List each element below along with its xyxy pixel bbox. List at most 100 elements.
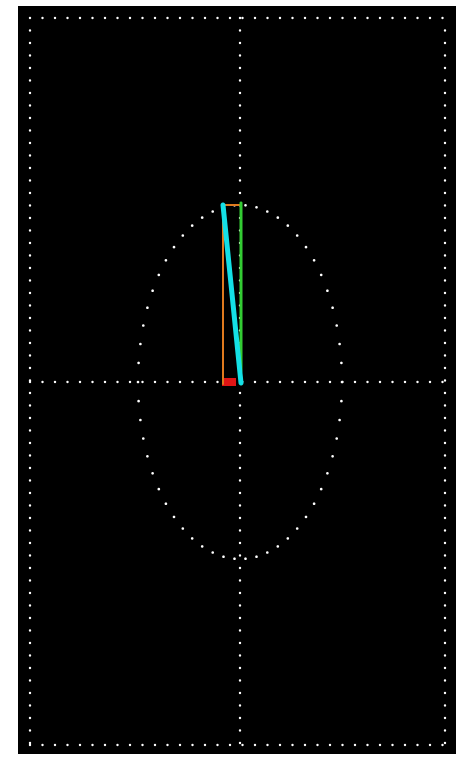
axis-dot bbox=[153, 380, 157, 384]
border-dot bbox=[341, 16, 344, 20]
border-dot bbox=[443, 191, 447, 195]
border-dot bbox=[28, 604, 32, 607]
axis-dot bbox=[378, 380, 382, 384]
border-dot bbox=[28, 116, 32, 120]
border-dot bbox=[128, 743, 132, 747]
border-dot bbox=[28, 404, 32, 407]
border-dot bbox=[191, 743, 194, 747]
axis-dot bbox=[238, 91, 242, 95]
axis-dot bbox=[238, 729, 242, 732]
border-dot bbox=[28, 154, 32, 157]
ellipse-dot bbox=[276, 216, 280, 219]
border-dot bbox=[278, 16, 282, 20]
border-dot bbox=[443, 216, 447, 220]
border-dot bbox=[28, 516, 32, 520]
border-dot bbox=[28, 716, 32, 720]
border-dot bbox=[116, 743, 119, 747]
border-dot bbox=[178, 16, 182, 20]
axis-dot bbox=[166, 380, 169, 384]
border-dot bbox=[28, 279, 32, 282]
border-dot bbox=[391, 16, 394, 20]
axis-dot bbox=[391, 380, 394, 384]
border-dot bbox=[253, 743, 257, 747]
border-dot bbox=[28, 329, 32, 332]
border-dot bbox=[443, 704, 447, 707]
border-dot bbox=[443, 516, 447, 520]
border-dot bbox=[443, 379, 447, 382]
axis-dot bbox=[238, 641, 242, 645]
border-dot bbox=[443, 41, 447, 45]
border-dot bbox=[366, 16, 369, 20]
border-dot bbox=[178, 743, 182, 747]
ellipse-dot bbox=[172, 515, 176, 519]
axis-dot bbox=[141, 380, 144, 384]
axis-dot bbox=[28, 380, 32, 384]
border-dot bbox=[403, 16, 407, 20]
axis-dot bbox=[238, 479, 242, 482]
axis-dot bbox=[328, 380, 332, 384]
ellipse-dot bbox=[331, 455, 334, 458]
border-dot bbox=[116, 16, 119, 20]
ellipse-dot bbox=[222, 555, 225, 558]
border-dot bbox=[443, 466, 447, 470]
border-dot bbox=[278, 743, 282, 747]
axis-dot bbox=[291, 380, 294, 384]
border-dot bbox=[166, 16, 169, 20]
axis-dot bbox=[238, 716, 242, 720]
axis-dot bbox=[238, 691, 242, 695]
border-dot bbox=[103, 16, 107, 20]
border-dot bbox=[28, 591, 32, 595]
axis-dot bbox=[238, 516, 242, 520]
ellipse-dot bbox=[172, 245, 176, 249]
border-dot bbox=[443, 116, 447, 120]
border-dot bbox=[443, 266, 447, 270]
ellipse-dot bbox=[190, 537, 194, 540]
border-dot bbox=[28, 541, 32, 545]
border-dot bbox=[28, 216, 32, 220]
axis-dot bbox=[216, 380, 219, 384]
axis-dot bbox=[238, 66, 242, 70]
border-dot bbox=[53, 743, 57, 747]
axis-dot bbox=[253, 380, 257, 384]
border-dot bbox=[28, 691, 32, 695]
axis-dot bbox=[238, 591, 242, 595]
border-dot bbox=[341, 743, 344, 747]
border-dot bbox=[416, 16, 419, 20]
border-dot bbox=[443, 404, 447, 407]
border-dot bbox=[443, 91, 447, 95]
axis-dot bbox=[238, 191, 242, 195]
border-dot bbox=[28, 229, 32, 232]
axis-dot bbox=[238, 529, 242, 532]
border-dot bbox=[216, 743, 219, 747]
axis-dot bbox=[238, 566, 242, 570]
border-dot bbox=[41, 16, 44, 20]
border-dot bbox=[443, 391, 447, 395]
border-dot bbox=[28, 316, 32, 320]
border-dot bbox=[443, 591, 447, 595]
border-dot bbox=[443, 229, 447, 232]
axis-dot bbox=[238, 141, 242, 145]
axis-dot bbox=[238, 129, 242, 132]
border-dot bbox=[443, 654, 447, 657]
border-dot bbox=[28, 429, 32, 432]
border-dot bbox=[443, 416, 447, 420]
axis-dot bbox=[238, 429, 242, 432]
axis-dot bbox=[238, 579, 242, 582]
border-dot bbox=[66, 16, 69, 20]
border-dot bbox=[28, 554, 32, 557]
ellipse-dot bbox=[151, 289, 154, 293]
border-dot bbox=[443, 29, 447, 32]
border-dot bbox=[28, 141, 32, 145]
axis-dot bbox=[238, 104, 242, 107]
axis-dot bbox=[238, 391, 242, 395]
border-dot bbox=[443, 504, 447, 507]
border-dot bbox=[28, 666, 32, 670]
ellipse-dot bbox=[211, 210, 214, 213]
border-dot bbox=[66, 743, 69, 747]
border-dot bbox=[28, 254, 32, 257]
border-dot bbox=[191, 16, 194, 20]
border-dot bbox=[228, 743, 232, 747]
border-dot bbox=[443, 729, 447, 732]
border-dot bbox=[28, 391, 32, 395]
border-dot bbox=[443, 241, 447, 245]
